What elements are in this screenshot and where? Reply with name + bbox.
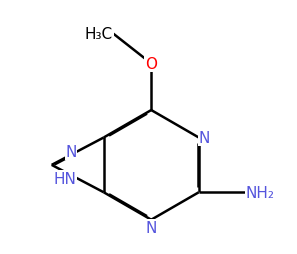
Text: N: N <box>199 131 210 145</box>
Text: N: N <box>146 220 157 235</box>
Text: NH₂: NH₂ <box>245 185 274 200</box>
Text: HN: HN <box>54 171 77 186</box>
Text: O: O <box>145 57 157 72</box>
Text: H₃C: H₃C <box>85 27 113 42</box>
Text: N: N <box>65 145 77 160</box>
